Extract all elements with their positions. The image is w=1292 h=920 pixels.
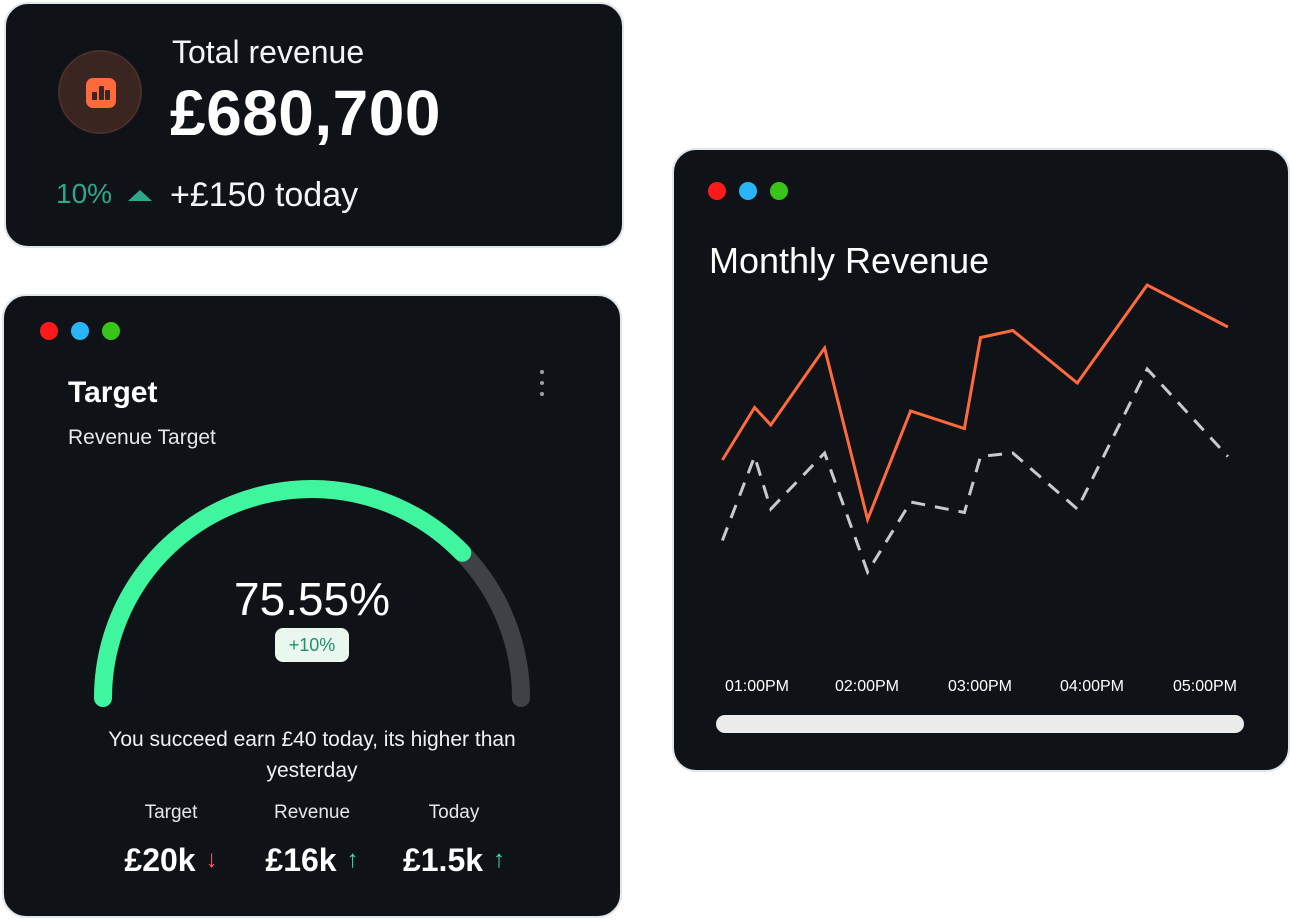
monthly-revenue-card: Monthly Revenue 01:00PM 02:00PM 03:00PM … [672, 148, 1290, 772]
bar-chart-icon [58, 50, 142, 134]
gauge-percent: 75.55% [233, 573, 390, 625]
arrow-up-icon: ↑ [493, 846, 506, 873]
gauge-fill [94, 480, 472, 707]
minimize-window-button[interactable] [739, 182, 757, 200]
stat-target: Target £20k ↓ [96, 802, 246, 880]
x-tick-label: 02:00PM [834, 678, 900, 695]
x-tick-label: 03:00PM [947, 678, 1013, 695]
series-line-dashed [720, 366, 1230, 576]
change-badge: +10% [275, 628, 349, 662]
window-controls [40, 322, 120, 340]
change-percent: 10% [56, 178, 113, 209]
target-message: You succeed earn £40 today, its higher t… [108, 728, 516, 782]
stat-value: £20k [124, 841, 196, 878]
monthly-revenue-title: Monthly Revenue [709, 240, 990, 281]
x-tick-label: 01:00PM [724, 678, 790, 695]
close-window-button[interactable] [708, 182, 726, 200]
chart-scrollbar[interactable] [716, 715, 1244, 733]
revenue-gauge [94, 480, 530, 707]
target-title: Target [68, 376, 158, 409]
target-card: Target Revenue Target 75.55% +10% You su… [2, 294, 622, 918]
maximize-window-button[interactable] [102, 322, 120, 340]
window-controls [708, 182, 788, 200]
target-subtitle: Revenue Target [68, 426, 216, 449]
arrow-down-icon: ↓ [205, 846, 218, 873]
stat-revenue: Revenue £16k ↑ [237, 802, 387, 880]
stat-label: Today [428, 802, 480, 823]
stat-value: £1.5k [402, 841, 484, 878]
maximize-window-button[interactable] [770, 182, 788, 200]
stat-value: £16k [265, 841, 337, 878]
total-revenue-value: £680,700 [170, 77, 441, 149]
monthly-revenue-chart [720, 283, 1230, 576]
total-revenue-label: Total revenue [172, 34, 365, 70]
series-line-solid [721, 283, 1229, 525]
more-vertical-icon[interactable] [538, 370, 546, 400]
x-tick-label: 05:00PM [1172, 678, 1238, 695]
trend-up-icon [128, 190, 152, 201]
close-window-button[interactable] [40, 322, 58, 340]
total-revenue-card: Total revenue £680,700 10% +£150 today [4, 2, 624, 248]
x-tick-label: 04:00PM [1059, 678, 1125, 695]
minimize-window-button[interactable] [71, 322, 89, 340]
stat-label: Target [144, 802, 198, 823]
stat-label: Revenue [273, 802, 351, 823]
arrow-up-icon: ↑ [346, 846, 359, 873]
today-change: +£150 today [170, 176, 359, 214]
stat-today: Today £1.5k ↑ [379, 802, 529, 880]
